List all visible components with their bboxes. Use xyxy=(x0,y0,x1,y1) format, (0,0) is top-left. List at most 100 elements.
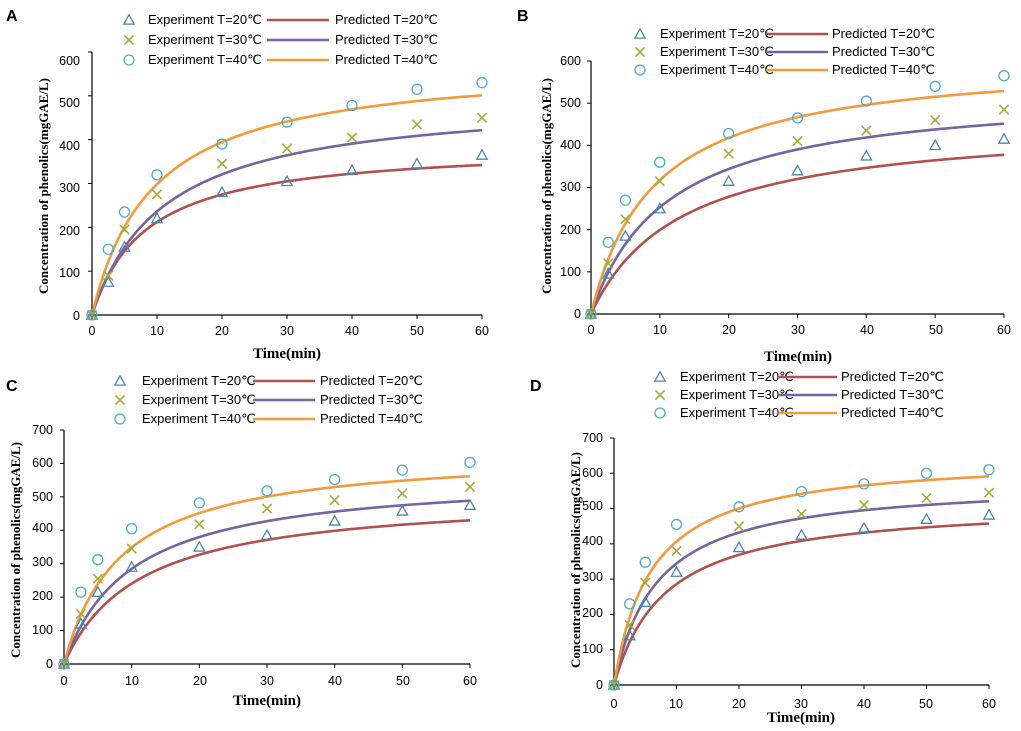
y-tick-label: 400 xyxy=(59,139,80,153)
data-point xyxy=(464,456,476,469)
panel-letter: B xyxy=(517,8,529,25)
data-point xyxy=(982,508,996,520)
data-point xyxy=(929,80,941,92)
y-tick-label: 100 xyxy=(32,623,53,637)
x-tick-labels: 0 10 20 30 40 50 60 xyxy=(61,674,477,688)
data-point xyxy=(280,174,294,187)
data-point xyxy=(795,528,808,540)
legend-label: Experiment T=30℃ xyxy=(148,32,262,47)
series-line xyxy=(90,128,483,316)
data-point xyxy=(620,213,631,225)
data-point xyxy=(216,158,228,169)
data-point xyxy=(997,132,1011,144)
legend-label: Experiment T=40℃ xyxy=(148,52,262,67)
data-point xyxy=(585,308,597,320)
data-point xyxy=(58,658,70,670)
y-tick-label: 300 xyxy=(32,555,53,569)
legend-label: Predicted T=20℃ xyxy=(832,26,935,41)
data-point xyxy=(796,508,807,520)
data-point xyxy=(92,573,103,584)
data-point xyxy=(858,499,870,511)
panel-a: A Experiment T=20℃ Predicted T=20℃ Exper… xyxy=(6,8,489,362)
panel-letter: A xyxy=(6,8,18,25)
legend-swatches xyxy=(633,27,828,76)
legend-label: Experiment T=20℃ xyxy=(680,369,794,384)
y-tick-label: 0 xyxy=(596,678,603,692)
data-point xyxy=(624,619,635,631)
data-point xyxy=(671,545,682,557)
panel-c: C Experiment T=20℃ Predicted T=20℃ Exper… xyxy=(6,373,477,709)
data-point xyxy=(858,478,870,490)
data-point xyxy=(861,125,872,136)
data-point xyxy=(194,519,205,530)
x-tick-label: 30 xyxy=(260,674,274,688)
series-line xyxy=(90,93,483,316)
legend: Experiment T=20℃ Predicted T=20℃ Experim… xyxy=(660,26,935,77)
data-point xyxy=(410,157,424,169)
legend: Experiment T=20℃ Predicted T=20℃ Experim… xyxy=(148,12,438,67)
y-tick-label: 300 xyxy=(59,181,80,195)
data-point xyxy=(151,189,163,200)
data-point xyxy=(930,114,941,126)
data-point xyxy=(464,481,476,492)
x-tick-label: 10 xyxy=(669,697,683,711)
y-tick-label: 500 xyxy=(560,96,581,110)
data-point xyxy=(584,307,598,319)
data-point xyxy=(118,206,131,218)
data-point xyxy=(281,116,293,128)
data-point xyxy=(411,83,423,95)
legend-swatches xyxy=(122,13,329,66)
x-tick-label: 30 xyxy=(794,697,808,711)
data-point xyxy=(998,104,1010,115)
y-tick-label: 700 xyxy=(582,431,603,445)
x-tick-label: 10 xyxy=(125,674,139,688)
legend-label: Predicted T=20℃ xyxy=(841,369,944,384)
data-point xyxy=(732,540,746,553)
y-axis-title: Concentration of phenolics(mgGAE/L) xyxy=(36,78,51,294)
x-axis-title: Time(min) xyxy=(253,346,321,362)
legend-marker xyxy=(114,413,126,425)
plot-area-b xyxy=(584,27,1011,320)
plot-area-a xyxy=(85,13,489,321)
data-point xyxy=(602,236,614,248)
x-tick-label: 60 xyxy=(982,697,996,711)
legend-label: Predicted T=40℃ xyxy=(841,405,944,420)
data-point xyxy=(654,176,665,187)
legend-label: Predicted T=20℃ xyxy=(320,373,423,388)
y-tick-labels: 0 100 200 300 400 500 600 xyxy=(560,54,581,321)
data-point xyxy=(723,127,735,140)
data-point xyxy=(733,521,745,532)
legend-label: Experiment T=40℃ xyxy=(660,62,774,77)
data-point xyxy=(75,608,87,620)
data-point xyxy=(118,240,131,252)
series-line xyxy=(612,499,990,686)
y-tick-label: 200 xyxy=(560,223,581,237)
y-tick-label: 100 xyxy=(560,265,581,279)
legend-swatches xyxy=(653,370,837,419)
x-tick-label: 40 xyxy=(857,697,871,711)
x-tick-label: 10 xyxy=(150,324,164,338)
data-point xyxy=(57,657,71,669)
data-point xyxy=(639,556,651,568)
data-point xyxy=(640,577,651,588)
data-point xyxy=(92,554,104,566)
x-tick-label: 20 xyxy=(732,697,746,711)
data-point xyxy=(463,498,477,511)
y-tick-label: 600 xyxy=(59,54,80,68)
data-point xyxy=(733,501,745,513)
data-point xyxy=(795,485,808,498)
series-line xyxy=(90,163,483,316)
legend: Experiment T=20℃ Predicted T=20℃ Experim… xyxy=(680,369,944,420)
data-point xyxy=(260,528,274,541)
y-tick-label: 600 xyxy=(560,54,581,68)
data-point xyxy=(86,309,98,321)
x-tick-label: 50 xyxy=(929,323,943,337)
data-point xyxy=(623,629,636,641)
data-point xyxy=(654,156,666,168)
legend-marker xyxy=(123,34,135,46)
data-point xyxy=(623,598,636,610)
data-point xyxy=(101,275,115,287)
data-point xyxy=(670,518,683,531)
legend-label: Predicted T=40℃ xyxy=(832,62,935,77)
